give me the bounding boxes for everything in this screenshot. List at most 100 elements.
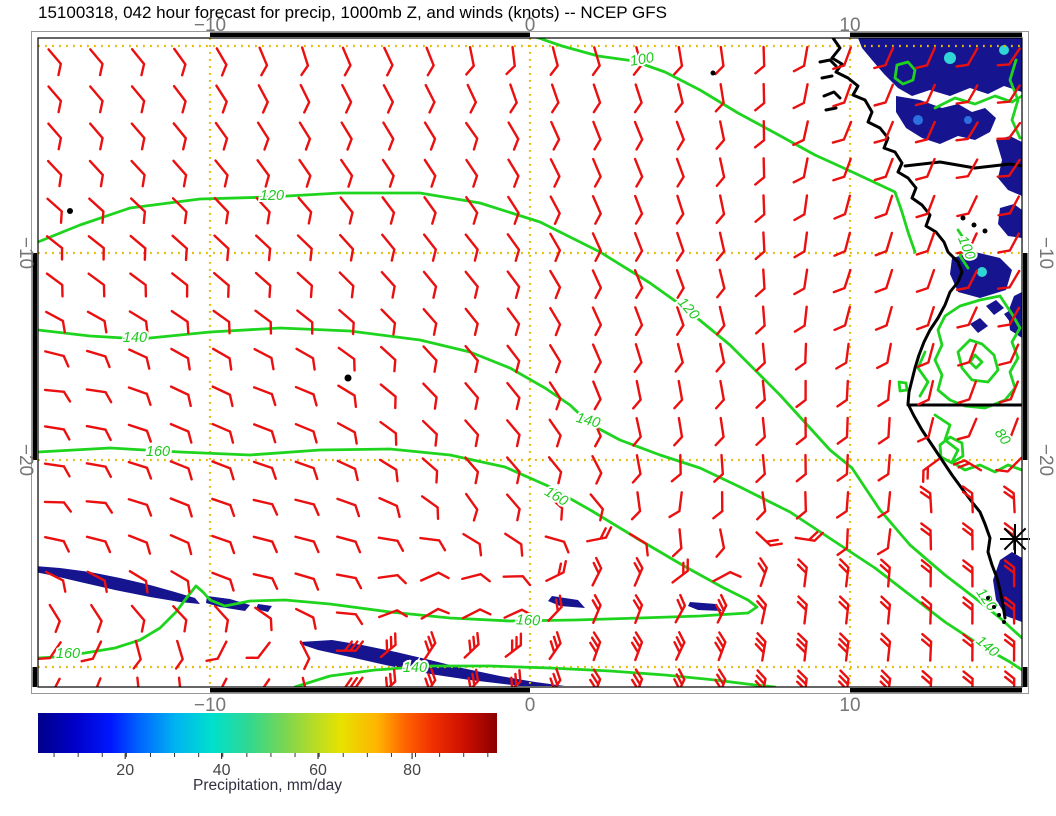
colorbar-tick-label: 80 xyxy=(403,762,421,779)
wind-barb xyxy=(129,197,147,225)
wind-barb xyxy=(294,422,318,444)
wind-barb xyxy=(172,122,187,151)
wind-barb xyxy=(1004,670,1016,687)
wind-barb xyxy=(548,631,562,661)
wind-barb xyxy=(295,607,317,630)
height-contour xyxy=(38,326,1022,672)
wind-barb xyxy=(832,268,852,294)
marker-layer xyxy=(67,70,1030,624)
wind-barb xyxy=(130,85,146,114)
wind-barb xyxy=(127,534,152,555)
wind-barb xyxy=(633,556,644,587)
contour-label: 120 xyxy=(260,188,284,204)
wind-barb xyxy=(548,418,562,448)
wind-barb xyxy=(956,417,978,441)
wind-barb xyxy=(169,385,192,408)
wind-barb xyxy=(336,535,362,554)
wind-barb xyxy=(252,535,278,554)
wind-barb xyxy=(382,121,395,151)
wind-barb xyxy=(795,379,807,409)
wind-barb xyxy=(962,522,974,551)
wind-barb xyxy=(874,194,894,220)
wind-barb xyxy=(170,570,191,594)
wind-barb xyxy=(673,631,686,661)
wind-barb xyxy=(997,232,1020,254)
axis-tick-label-left: −10 xyxy=(15,237,36,269)
colorbar-caption: Precipitation, mm/day xyxy=(192,777,343,794)
wind-barb xyxy=(673,45,684,76)
axis-tick-label-left: −20 xyxy=(15,444,36,476)
wind-barb xyxy=(85,500,114,514)
height-contour-detail xyxy=(916,350,930,398)
coastline xyxy=(820,74,834,80)
wind-barb xyxy=(792,45,809,73)
wind-barb xyxy=(832,83,852,108)
wind-barb xyxy=(47,48,63,77)
axis-tick-label-top: 0 xyxy=(525,15,536,36)
wind-barb xyxy=(215,84,228,114)
wind-barb xyxy=(341,46,352,77)
precip-spot xyxy=(913,115,923,125)
wind-barb xyxy=(171,676,183,687)
wind-barb xyxy=(995,456,1022,473)
wind-barb xyxy=(952,459,983,472)
graticule-layer xyxy=(38,38,1022,687)
wind-barb xyxy=(296,234,313,262)
wind-barb xyxy=(955,47,979,68)
wind-barb xyxy=(46,159,63,188)
wind-barb xyxy=(921,457,940,484)
wind-barb xyxy=(85,462,113,479)
wind-barb xyxy=(299,640,311,671)
wind-barb xyxy=(792,120,809,147)
wind-barb xyxy=(634,306,644,337)
contour-label-layer: 1001201201201401401401401601601601608010… xyxy=(54,48,1015,678)
wind-barb xyxy=(213,196,230,225)
wind-barb xyxy=(756,594,767,625)
wind-barb xyxy=(591,46,601,77)
wind-barb xyxy=(754,305,766,335)
wind-barb xyxy=(794,342,808,371)
wind-barb xyxy=(257,84,269,114)
wind-barb xyxy=(340,158,354,188)
wind-barb xyxy=(169,460,193,481)
wind-barb xyxy=(996,121,1022,141)
wind-barb xyxy=(422,270,438,299)
coastline xyxy=(818,58,838,68)
wind-barb xyxy=(997,306,1021,328)
station-dot xyxy=(960,215,966,221)
wind-barb xyxy=(252,386,277,407)
wind-barb xyxy=(335,676,364,687)
height-contour xyxy=(38,191,1022,640)
height-contour-detail xyxy=(938,435,965,465)
wind-barb xyxy=(915,231,936,256)
wind-barb xyxy=(754,632,767,662)
wind-barb xyxy=(631,454,642,484)
wind-barb xyxy=(591,455,603,485)
wind-barb xyxy=(255,196,271,225)
precip-patch xyxy=(548,596,585,608)
wind-barb xyxy=(955,269,979,292)
wind-barb xyxy=(630,631,644,662)
wind-barb xyxy=(837,632,850,662)
wind-barb xyxy=(86,570,108,593)
wind-barb xyxy=(338,308,355,336)
wind-barb xyxy=(1003,596,1016,625)
station-dot xyxy=(986,596,990,600)
wind-barb xyxy=(335,611,364,626)
wind-barb xyxy=(714,631,727,662)
wind-barb xyxy=(43,388,72,403)
wind-barb xyxy=(258,46,269,77)
wind-barb xyxy=(591,269,603,300)
wind-barb xyxy=(836,379,850,408)
wind-barb xyxy=(127,498,153,517)
wind-barb xyxy=(996,269,1021,290)
wind-barb xyxy=(296,271,314,299)
wind-barb xyxy=(504,532,524,557)
wind-barb xyxy=(338,271,355,299)
colorbar-tick-label: 60 xyxy=(309,762,327,779)
wind-barb xyxy=(215,47,228,77)
wind-barb xyxy=(174,639,184,670)
wind-barb xyxy=(592,83,602,114)
wind-barb xyxy=(592,380,602,411)
